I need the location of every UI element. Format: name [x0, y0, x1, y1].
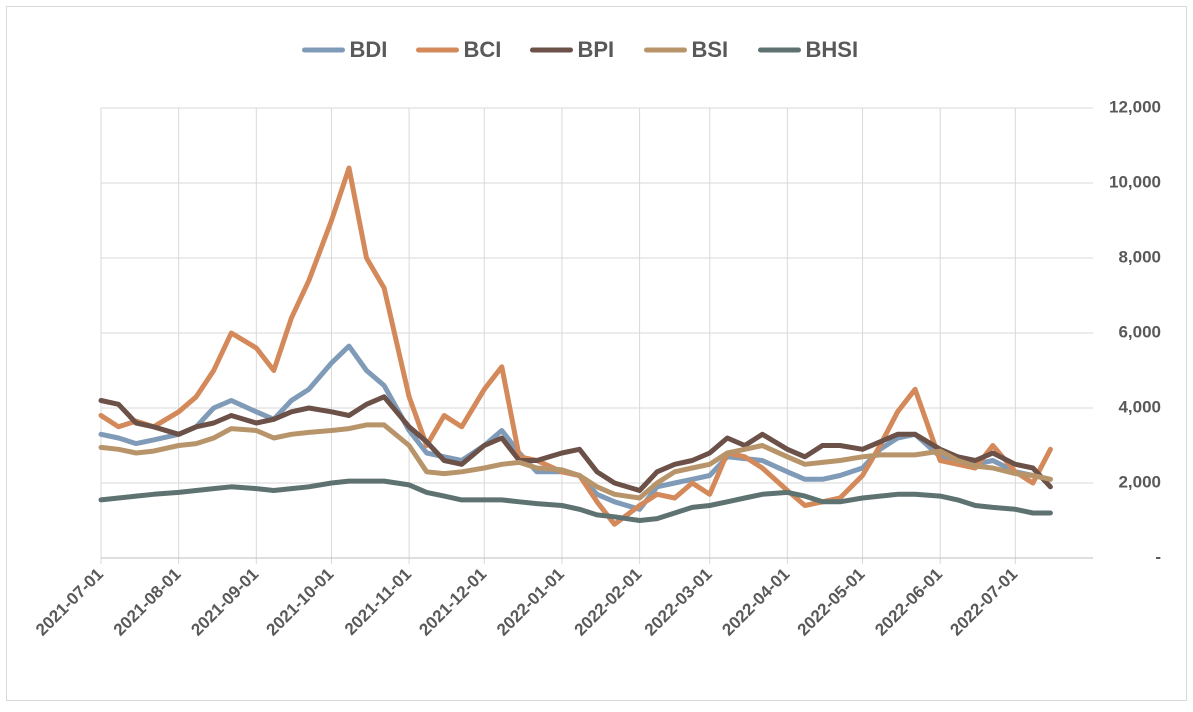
- chart-frame: [6, 6, 1187, 701]
- y-tick-label: -: [1155, 547, 1161, 566]
- y-tick-label: 4,000: [1118, 397, 1161, 416]
- line-series: [98, 422, 1053, 501]
- y-tick-label: 12,000: [1109, 97, 1161, 116]
- y-tick-label: 8,000: [1118, 247, 1161, 266]
- legend: BDI BCI BPI BSI BHSI: [302, 37, 859, 62]
- y-tick-label: 10,000: [1109, 172, 1161, 191]
- legend-label: BDI: [350, 37, 388, 62]
- y-tick-label: 2,000: [1118, 472, 1161, 491]
- legend-label: BCI: [464, 37, 502, 62]
- legend-label: BPI: [578, 37, 615, 62]
- legend-label: BHSI: [806, 37, 859, 62]
- line-series: [98, 478, 1053, 523]
- line-series: [98, 394, 1053, 493]
- legend-label: BSI: [692, 37, 729, 62]
- y-tick-label: 6,000: [1118, 322, 1161, 341]
